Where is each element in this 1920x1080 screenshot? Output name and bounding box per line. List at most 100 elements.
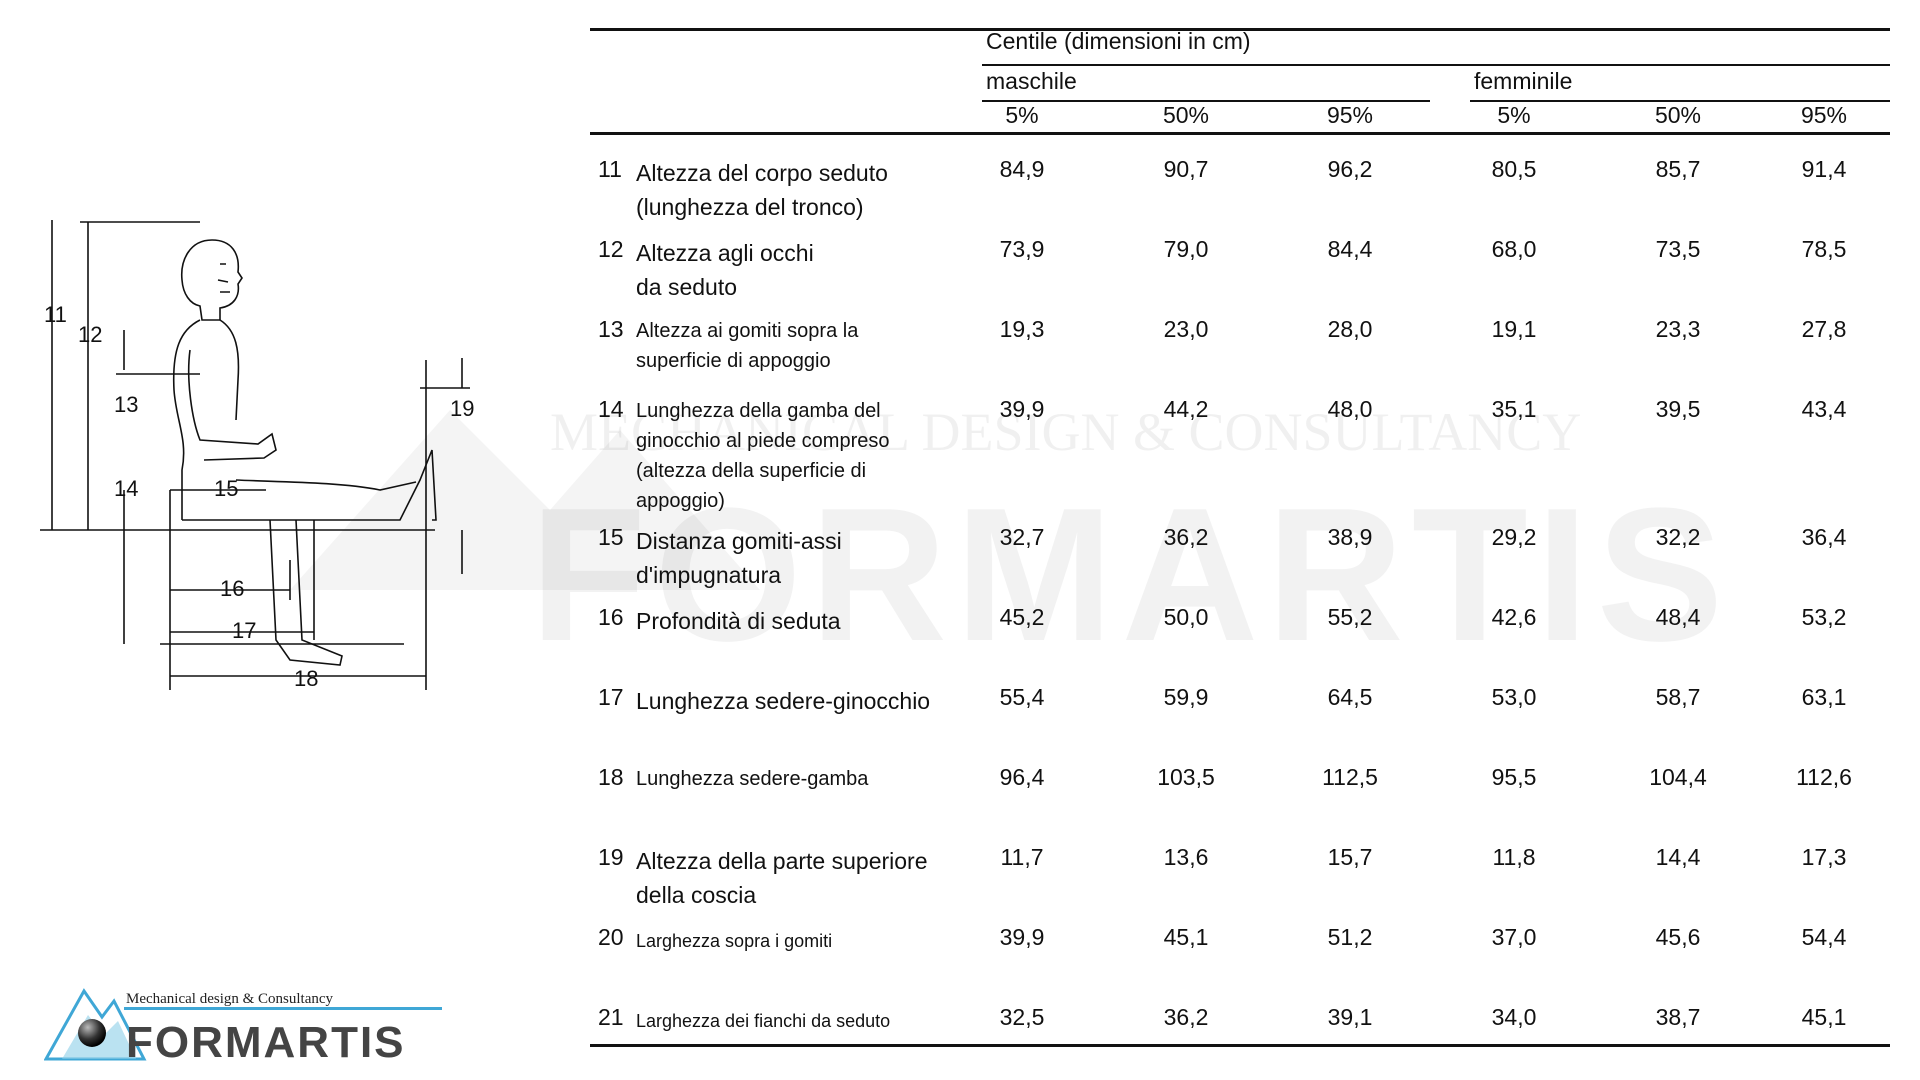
row-number: 15 [598,524,624,550]
row-number: 14 [598,396,624,422]
dim-label-11: 11 [44,302,67,327]
cell: 104,4 [1649,764,1707,790]
header-rule [590,132,1890,135]
cell: 44,2 [1163,396,1209,422]
cell: 29,2 [1491,524,1537,550]
row-label: Lunghezza sedere-gamba [636,768,869,790]
person-outline [172,239,437,666]
cell: 73,9 [999,236,1045,262]
row-label: Profondità di seduta [636,608,841,634]
cell: 96,4 [999,764,1045,790]
cell: 112,6 [1796,764,1852,790]
cell: 80,5 [1491,156,1537,182]
row-label: Altezza del corpo seduto (lunghezza del … [636,160,888,220]
dim-label-15: 15 [214,476,238,501]
cell: 51,2 [1327,924,1373,950]
cell: 38,9 [1327,524,1373,550]
cell: 95,5 [1491,764,1537,790]
row-label: Distanza gomiti-assi d'impugnatura [636,528,842,588]
anthropometric-table: Centile (dimensioni in cm) maschile femm… [590,28,1890,1058]
cell: 59,9 [1163,684,1209,710]
formartis-logo: Mechanical design & Consultancy FORMARTI… [43,985,464,1067]
row-label: Larghezza dei fianchi da seduto [636,1011,891,1031]
cell: 53,0 [1491,684,1537,710]
cell: 39,9 [999,924,1045,950]
cell: 58,7 [1655,684,1701,710]
dimension-labels: 11 12 13 14 15 16 17 18 19 [44,302,474,691]
dim-label-12: 12 [78,322,102,347]
cell: 34,0 [1491,1004,1537,1030]
cell: 68,0 [1491,236,1537,262]
cell: 55,2 [1327,604,1373,630]
dimension-lines [44,189,470,690]
cell: 19,1 [1491,316,1537,342]
cell: 63,1 [1801,684,1847,710]
cell: 14,4 [1655,844,1701,870]
cell: 73,5 [1655,236,1701,262]
cell: 42,6 [1491,604,1537,630]
cell: 45,1 [1801,1004,1847,1030]
cell: 23,0 [1163,316,1209,342]
male-rule [982,100,1430,102]
cell: 45,1 [1163,924,1209,950]
cell: 54,4 [1801,924,1847,950]
row-label: Altezza ai gomiti sopra la superficie di… [636,320,859,372]
cell: 23,3 [1655,316,1701,342]
cell: 39,9 [999,396,1045,422]
cell: 36,2 [1163,1004,1209,1030]
cell: 91,4 [1801,156,1847,182]
cell: 90,7 [1163,156,1209,182]
pct-female-5: 5% [1497,102,1531,128]
cell: 45,2 [999,604,1045,630]
cell: 37,0 [1491,924,1537,950]
dim-label-17: 17 [232,618,256,643]
row-number: 12 [598,236,624,262]
pct-male-5: 5% [1005,102,1039,128]
cell: 45,6 [1655,924,1701,950]
cell: 85,7 [1655,156,1701,182]
cell: 112,5 [1322,764,1378,790]
row-label: Lunghezza della gamba del ginocchio al p… [636,400,890,512]
cell: 53,2 [1801,604,1847,630]
centile-header: Centile (dimensioni in cm) [986,28,1251,54]
male-header: maschile [986,68,1077,94]
cell: 15,7 [1327,844,1373,870]
cell: 64,5 [1327,684,1373,710]
dim-label-19: 19 [450,396,474,421]
cell: 32,2 [1655,524,1701,550]
cell: 50,0 [1163,604,1209,630]
cell: 11,8 [1492,844,1536,870]
row-label: Altezza della parte superiore della cosc… [636,848,928,908]
row-label: Lunghezza sedere-ginocchio [636,688,931,714]
cell: 13,6 [1163,844,1209,870]
cell: 43,4 [1801,396,1847,422]
cell: 38,7 [1655,1004,1701,1030]
bottom-rule [590,1044,1890,1047]
row-number: 18 [598,764,624,790]
cell: 11,7 [1000,844,1044,870]
row-number: 17 [598,684,624,710]
row-label: Larghezza sopra i gomiti [636,931,833,951]
female-rule [1470,100,1890,102]
cell: 36,2 [1163,524,1209,550]
logo-name: FORMARTIS [126,1018,406,1065]
cell: 78,5 [1801,236,1847,262]
cell: 55,4 [999,684,1045,710]
sphere-icon [78,1019,106,1047]
cell: 79,0 [1163,236,1209,262]
dim-label-13: 13 [114,392,138,417]
logo-subtitle: Mechanical design & Consultancy [126,991,334,1007]
centile-rule [982,64,1890,66]
cell: 48,0 [1327,396,1373,422]
pct-male-50: 50% [1162,102,1210,128]
logo-underline [124,1007,442,1010]
cell: 27,8 [1801,316,1847,342]
seated-person-figure: 11 12 13 14 15 16 17 18 19 [40,189,560,880]
cell: 96,2 [1327,156,1373,182]
cell: 39,1 [1327,1004,1373,1030]
row-number: 21 [598,1004,624,1030]
cell: 17,3 [1801,844,1847,870]
row-number: 20 [598,924,624,950]
pct-male-95: 95% [1326,102,1374,128]
row-number: 16 [598,604,624,630]
